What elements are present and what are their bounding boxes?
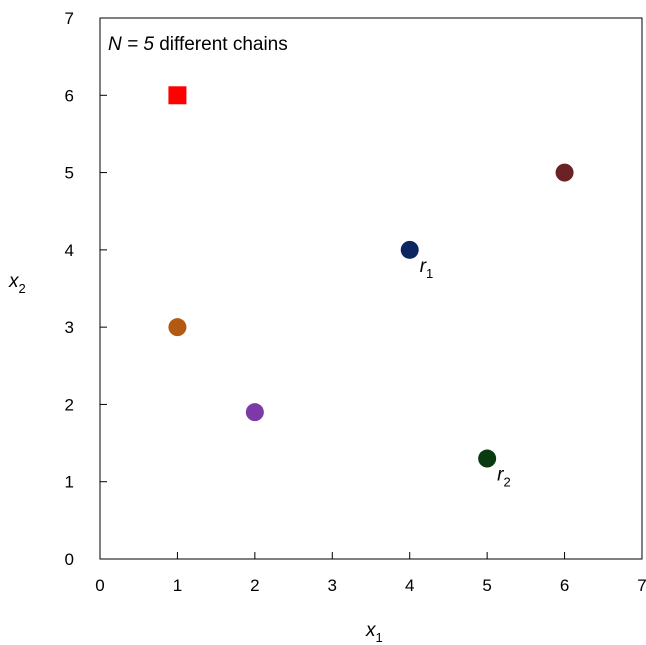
y-tick-label: 0 [65,550,74,569]
y-tick-label: 4 [65,241,74,260]
x-tick-label: 7 [637,576,646,595]
x-tick-label: 0 [95,576,104,595]
x-axis-label: x1 [365,620,383,645]
data-points: r1 r2 [168,86,573,489]
y-tick-label: 6 [65,86,74,105]
y-tick-label: 7 [65,9,74,28]
x-axis-label-sub: 1 [376,630,383,645]
circle-point [246,403,264,421]
y-tick-label: 3 [65,318,74,337]
x-tick-label: 1 [173,576,182,595]
x-tick-label: 4 [405,576,414,595]
chains-annotation-italic: N = 5 [108,34,154,55]
y-axis-label-sub: 2 [19,281,26,296]
y-axis-label: x2 [8,271,26,296]
y-tick-label: 1 [65,473,74,492]
circle-point [401,241,419,259]
square-point [168,86,186,104]
x-tick-label: 2 [250,576,259,595]
y-tick-label: 5 [65,164,74,183]
point-label: r2 [497,465,511,490]
circle-point [556,164,574,182]
circle-point [168,318,186,336]
x-tick-label: 5 [482,576,491,595]
point-label: r1 [420,256,434,281]
x-tick-label: 6 [560,576,569,595]
x-tick-label: 3 [328,576,337,595]
chains-annotation-rest: different chains [154,34,288,55]
y-tick-label: 2 [65,395,74,414]
circle-point [478,450,496,468]
axis-ticks: 0 1 2 3 4 5 6 7 0 1 2 3 4 5 6 7 [65,9,646,595]
chains-annotation: N = 5 different chains [108,34,288,55]
